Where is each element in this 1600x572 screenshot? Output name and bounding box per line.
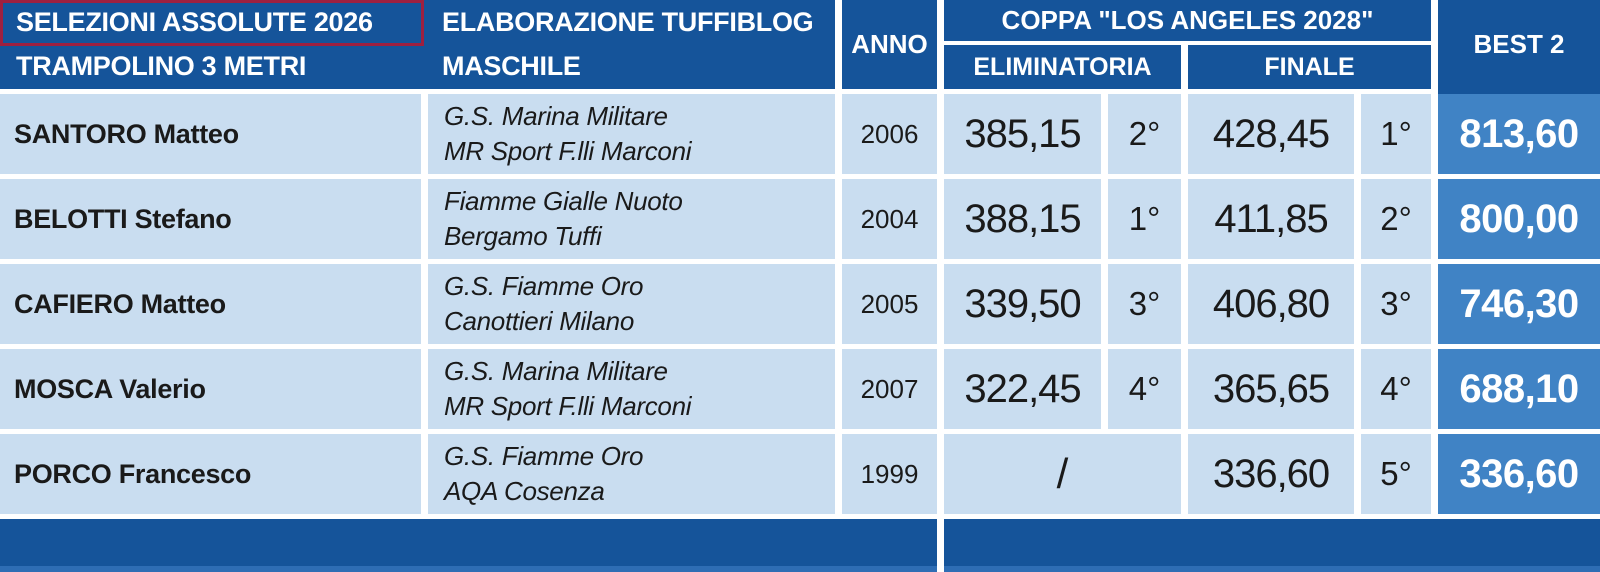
birth-year: 2006: [842, 94, 937, 174]
athlete-name: SANTORO Matteo: [0, 94, 421, 174]
eliminatoria-place: 1°: [1108, 179, 1181, 259]
header-divider: [1181, 45, 1188, 89]
athlete-clubs: G.S. Marina Militare MR Sport F.lli Marc…: [428, 349, 835, 429]
finale-score: 336,60: [1188, 434, 1354, 514]
column-header-best2: BEST 2: [1438, 0, 1600, 94]
eliminatoria-score: 385,15: [944, 94, 1101, 174]
column-header-competition-group: COPPA "LOS ANGELES 2028" ELIMINATORIA FI…: [944, 0, 1431, 89]
club-line-2: MR Sport F.lli Marconi: [444, 391, 692, 421]
birth-year: 1999: [842, 434, 937, 514]
finale-place: 2°: [1361, 179, 1431, 259]
event-title: TRAMPOLINO 3 METRI: [16, 51, 307, 81]
finale-place: 3°: [1361, 264, 1431, 344]
finale-place: 5°: [1361, 434, 1431, 514]
eliminatoria-score: 322,45: [944, 349, 1101, 429]
finale-place: 4°: [1361, 349, 1431, 429]
category-title: MASCHILE: [442, 51, 581, 81]
club-line-2: MR Sport F.lli Marconi: [444, 136, 692, 166]
athlete-clubs: G.S. Fiamme Oro Canottieri Milano: [428, 264, 835, 344]
column-header-eliminatoria: ELIMINATORIA: [973, 52, 1152, 81]
athlete-name: BELOTTI Stefano: [0, 179, 421, 259]
eliminatoria-no-result: /: [944, 434, 1181, 514]
finale-score: 428,45: [1188, 94, 1354, 174]
header-divider: [944, 41, 1431, 45]
birth-year: 2005: [842, 264, 937, 344]
best2-total: 746,30: [1438, 264, 1600, 344]
best2-total: 813,60: [1438, 94, 1600, 174]
finale-place: 1°: [1361, 94, 1431, 174]
birth-year: 2007: [842, 349, 937, 429]
eliminatoria-place: 3°: [1108, 264, 1181, 344]
club-line-1: G.S. Fiamme Oro: [444, 441, 644, 471]
club-line-1: G.S. Fiamme Oro: [444, 271, 644, 301]
column-header-anno: ANNO: [842, 0, 937, 89]
club-line-2: AQA Cosenza: [444, 476, 605, 506]
eliminatoria-place: 4°: [1108, 349, 1181, 429]
club-line-1: G.S. Marina Militare: [444, 101, 668, 131]
eliminatoria-score: 388,15: [944, 179, 1101, 259]
finale-score: 411,85: [1188, 179, 1354, 259]
club-line-2: Canottieri Milano: [444, 306, 634, 336]
column-header-competition: COPPA "LOS ANGELES 2028": [1001, 5, 1374, 35]
selection-title: SELEZIONI ASSOLUTE 2026: [16, 7, 373, 37]
footer-bar-right: [944, 519, 1600, 572]
best2-total: 336,60: [1438, 434, 1600, 514]
eliminatoria-place: 2°: [1108, 94, 1181, 174]
finale-score: 406,80: [1188, 264, 1354, 344]
athlete-name: CAFIERO Matteo: [0, 264, 421, 344]
club-line-1: Fiamme Gialle Nuoto: [444, 186, 683, 216]
best2-total: 800,00: [1438, 179, 1600, 259]
elaboration-title: ELABORAZIONE TUFFIBLOG: [442, 7, 814, 37]
athlete-clubs: G.S. Marina Militare MR Sport F.lli Marc…: [428, 94, 835, 174]
header-title-band: SELEZIONI ASSOLUTE 2026 TRAMPOLINO 3 MET…: [0, 0, 835, 89]
column-header-finale: FINALE: [1264, 52, 1355, 81]
eliminatoria-score: 339,50: [944, 264, 1101, 344]
club-line-1: G.S. Marina Militare: [444, 356, 668, 386]
athlete-clubs: G.S. Fiamme Oro AQA Cosenza: [428, 434, 835, 514]
club-line-2: Bergamo Tuffi: [444, 221, 602, 251]
best2-total: 688,10: [1438, 349, 1600, 429]
athlete-clubs: Fiamme Gialle Nuoto Bergamo Tuffi: [428, 179, 835, 259]
athlete-name: MOSCA Valerio: [0, 349, 421, 429]
finale-score: 365,65: [1188, 349, 1354, 429]
footer-bar-left: [0, 519, 937, 572]
birth-year: 2004: [842, 179, 937, 259]
athlete-name: PORCO Francesco: [0, 434, 421, 514]
